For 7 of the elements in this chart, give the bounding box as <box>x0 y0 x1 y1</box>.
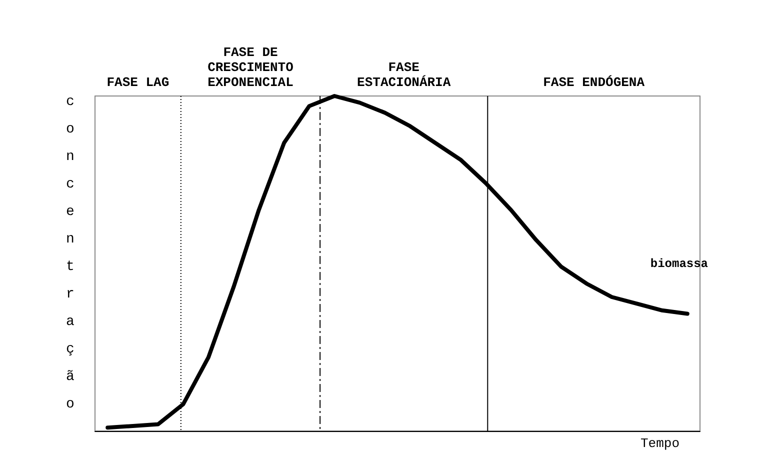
text: FASE LAG <box>106 75 170 90</box>
text: concentração <box>66 94 74 412</box>
text: FASE DE CRESCIMENTO EXPONENCIAL <box>208 45 294 90</box>
text: biomassa <box>650 256 708 271</box>
x-axis-title: Tempo <box>640 436 680 451</box>
text: FASE ENDÓGENA <box>543 75 645 90</box>
text: FASE ESTACIONÁRIA <box>357 60 451 90</box>
